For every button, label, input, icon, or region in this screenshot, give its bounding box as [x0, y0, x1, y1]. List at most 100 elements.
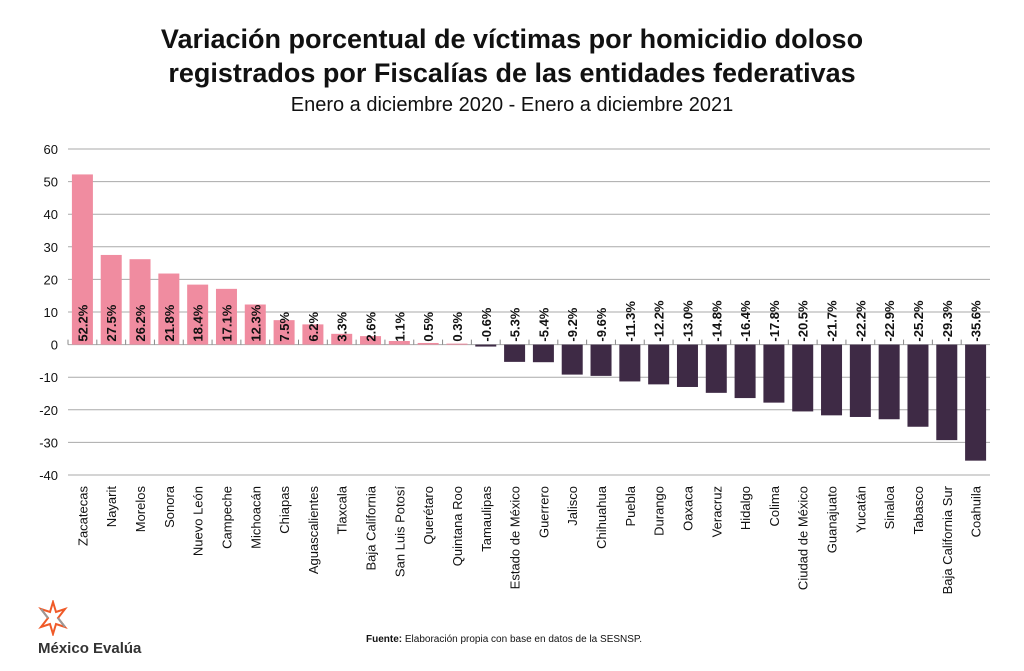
bar [821, 344, 843, 416]
y-tick-label: 60 [44, 142, 58, 157]
x-category-label: Ciudad de México [796, 486, 811, 590]
x-category-label: Puebla [623, 485, 638, 526]
x-category-label: Sonora [162, 485, 177, 528]
bar [590, 344, 612, 376]
chart-title-line-1: Variación porcentual de víctimas por hom… [160, 24, 864, 54]
y-tick-label: 50 [44, 175, 58, 190]
x-category-label: Hidalgo [738, 486, 753, 530]
y-tick-label: 10 [44, 305, 58, 320]
bar [417, 342, 439, 345]
data-label: -13.0% [680, 300, 695, 342]
data-label: -17.8% [767, 300, 782, 342]
data-label: -0.6% [479, 307, 494, 341]
bar [849, 344, 871, 417]
bar [763, 344, 785, 403]
y-tick-label: -30 [39, 435, 58, 450]
bar [158, 273, 180, 345]
data-label: 1.1% [392, 312, 407, 342]
data-label: -20.5% [796, 300, 811, 342]
data-label: -9.6% [594, 307, 609, 341]
data-label: 52.2% [75, 304, 90, 341]
x-category-label: Jalisco [565, 486, 580, 526]
x-category-label: San Luis Potosí [392, 486, 407, 577]
y-tick-label: 20 [44, 272, 58, 287]
chart-subtitle: Enero a diciembre 2020 - Enero a diciemb… [290, 94, 734, 116]
data-label: -25.2% [911, 300, 926, 342]
x-category-label: Baja California Sur [940, 485, 955, 594]
bar [129, 259, 151, 345]
data-label: -22.2% [853, 300, 868, 342]
data-label: -9.2% [565, 307, 580, 341]
data-label: -29.3% [940, 300, 955, 342]
x-category-label: Aguascalientes [306, 486, 321, 575]
bar [734, 344, 756, 399]
mexico-evalua-logo-icon [38, 600, 68, 636]
x-category-label: Sinaloa [882, 485, 897, 529]
bar [965, 344, 987, 461]
bar [504, 344, 526, 362]
bar [907, 344, 929, 427]
x-category-label: Durango [652, 486, 667, 536]
x-category-label: Oaxaca [680, 485, 695, 531]
y-tick-label: 0 [51, 338, 58, 353]
data-label: -22.9% [882, 300, 897, 342]
data-label: 2.6% [364, 312, 379, 342]
source-text: Elaboración propia con base en datos de … [402, 634, 643, 645]
bar [532, 344, 554, 363]
bar [388, 341, 410, 345]
y-tick-label: 40 [44, 207, 58, 222]
x-category-label: Querétaro [421, 486, 436, 545]
bar [705, 344, 727, 393]
data-label: 21.8% [162, 304, 177, 341]
x-category-label: Tabasco [911, 486, 926, 534]
x-category-label: Guerrero [536, 486, 551, 538]
data-label: -14.8% [709, 300, 724, 342]
x-category-label: Tlaxcala [335, 485, 350, 534]
bar [215, 288, 237, 345]
source-note: Fuente: Elaboración propia con base en d… [366, 634, 642, 645]
bar [648, 344, 670, 385]
data-label: 12.3% [248, 304, 263, 341]
x-category-label: Coahuila [969, 485, 984, 537]
source-label: Fuente: [366, 634, 403, 645]
data-label: 26.2% [133, 304, 148, 341]
y-tick-label: 30 [44, 240, 58, 255]
y-tick-label: -40 [39, 468, 58, 483]
y-tick-label: -20 [39, 403, 58, 418]
data-label: 3.3% [335, 312, 350, 342]
data-label: -5.3% [508, 307, 523, 341]
data-label: -16.4% [738, 300, 753, 342]
bar [561, 344, 583, 375]
x-category-label: Guanajuato [825, 486, 840, 553]
bar [619, 344, 641, 382]
data-label: -12.2% [652, 300, 667, 342]
x-category-label: Tamaulipas [479, 486, 494, 552]
bar [792, 344, 814, 412]
x-category-label: Baja California [364, 485, 379, 570]
x-category-label: Chiapas [277, 486, 292, 534]
x-category-label: Morelos [133, 486, 148, 533]
x-category-label: Chihuahua [594, 485, 609, 549]
bar [302, 324, 324, 345]
y-tick-label: -10 [39, 370, 58, 385]
data-label: 0.3% [450, 312, 465, 342]
data-label: -35.6% [969, 300, 984, 342]
bar [331, 333, 353, 345]
data-label: -5.4% [536, 307, 551, 341]
data-label: -11.3% [623, 301, 638, 342]
x-category-label: Zacatecas [75, 486, 90, 546]
x-category-label: Nayarit [104, 486, 119, 528]
data-label: 17.1% [219, 304, 234, 341]
data-label: 18.4% [191, 304, 206, 341]
chart-title-line-2: registrados por Fiscalías de las entidad… [168, 58, 856, 88]
data-label: 7.5% [277, 312, 292, 342]
bar [100, 254, 122, 345]
bar [475, 344, 497, 347]
x-category-label: Estado de México [508, 486, 523, 589]
x-category-label: Campeche [219, 486, 234, 549]
x-category-label: Michoacán [248, 486, 263, 549]
x-category-label: Quintana Roo [450, 486, 465, 566]
bar [244, 304, 266, 345]
